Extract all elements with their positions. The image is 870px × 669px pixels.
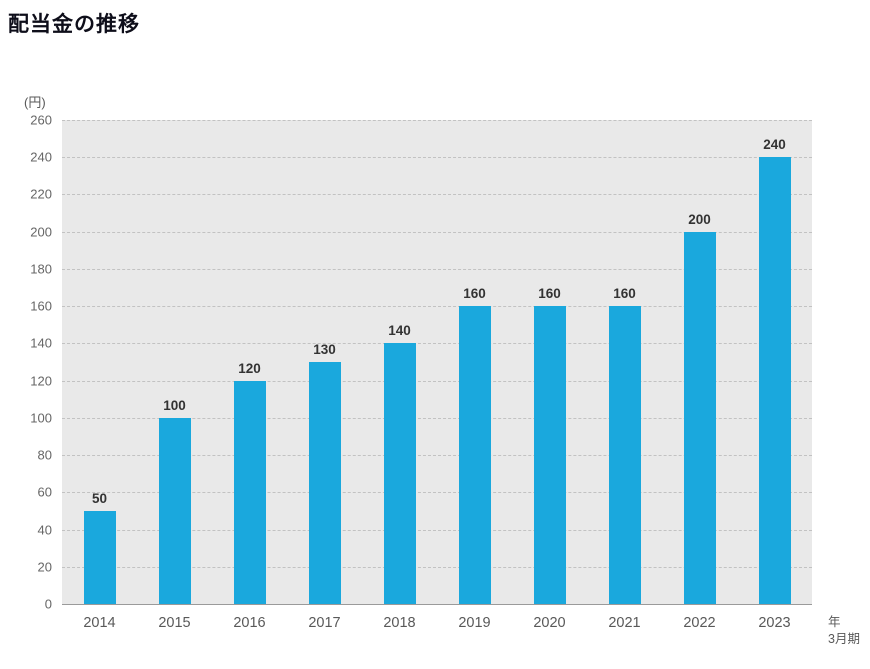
plot-area: 0 20 40 60 80 100 120 140 160 180 200 220 240 260 50 20… xyxy=(30,113,812,631)
y-tick-label: 100 xyxy=(30,410,52,426)
x-tick-label: 2019 xyxy=(458,615,491,631)
bar-value-label: 160 xyxy=(538,286,561,302)
gridline xyxy=(62,455,812,457)
y-tick-label: 200 xyxy=(30,224,52,240)
gridline xyxy=(62,157,812,159)
bar-value-label: 240 xyxy=(763,137,786,153)
gridline xyxy=(62,492,812,494)
bar-value-label: 140 xyxy=(388,323,411,339)
bar-value-label: 130 xyxy=(313,342,336,357)
y-tick-label: 0 xyxy=(44,596,52,612)
x-tick-label: 2018 xyxy=(383,615,416,631)
bar xyxy=(758,157,791,604)
x-tick-label: 2015 xyxy=(158,615,191,631)
bar xyxy=(533,306,566,604)
bar xyxy=(158,417,191,604)
bar-value-label: 100 xyxy=(163,397,186,413)
y-tick-label: 140 xyxy=(30,335,52,351)
x-tick-label: 2022 xyxy=(683,615,716,631)
y-tick-label: 60 xyxy=(37,484,52,500)
gridline xyxy=(62,268,812,270)
gridline xyxy=(62,306,812,308)
y-tick-label: 160 xyxy=(30,298,52,314)
y-tick-label: 40 xyxy=(37,522,52,538)
bar-value-label: 160 xyxy=(613,286,636,302)
gridline xyxy=(62,343,812,345)
x-tick-label: 2016 xyxy=(233,615,266,631)
gridline xyxy=(62,120,812,121)
bar-value-label: 50 xyxy=(91,490,108,506)
y-tick-label: 180 xyxy=(30,261,52,277)
bar xyxy=(308,362,341,604)
bar-value-label: 160 xyxy=(463,286,486,302)
bar-value-label: 120 xyxy=(238,360,261,376)
y-tick-label: 120 xyxy=(30,373,52,389)
bar xyxy=(233,380,266,604)
chart-title: 配当金の推移 xyxy=(8,13,140,36)
x-tick-label: 2021 xyxy=(608,615,641,631)
bar-value-label: 200 xyxy=(688,211,711,227)
bar xyxy=(683,231,716,604)
gridline xyxy=(62,529,812,531)
x-tick-label: 2017 xyxy=(308,615,341,631)
bar xyxy=(608,306,641,604)
gridline xyxy=(62,417,812,419)
bar xyxy=(83,510,116,604)
bar xyxy=(458,306,491,604)
x-axis-unit-line2: 3月期 xyxy=(828,631,860,646)
y-tick-label: 20 xyxy=(37,559,52,575)
y-axis-unit-label: (円) xyxy=(24,95,46,110)
y-tick-label: 80 xyxy=(37,447,52,463)
y-tick-label: 260 xyxy=(30,112,52,128)
y-tick-label: 240 xyxy=(30,149,52,165)
y-tick-label: 220 xyxy=(30,186,52,202)
x-tick-label: 2020 xyxy=(533,615,566,631)
gridline xyxy=(62,231,812,233)
gridline xyxy=(62,194,812,196)
x-axis-unit-label: 年 3月期 xyxy=(828,614,860,648)
gridline xyxy=(62,380,812,382)
x-tick-label: 2023 xyxy=(758,615,791,631)
x-axis-unit-line1: 年 xyxy=(828,615,841,629)
gridline xyxy=(62,566,812,568)
x-tick-label: 2014 xyxy=(83,615,116,631)
bar xyxy=(383,343,416,604)
